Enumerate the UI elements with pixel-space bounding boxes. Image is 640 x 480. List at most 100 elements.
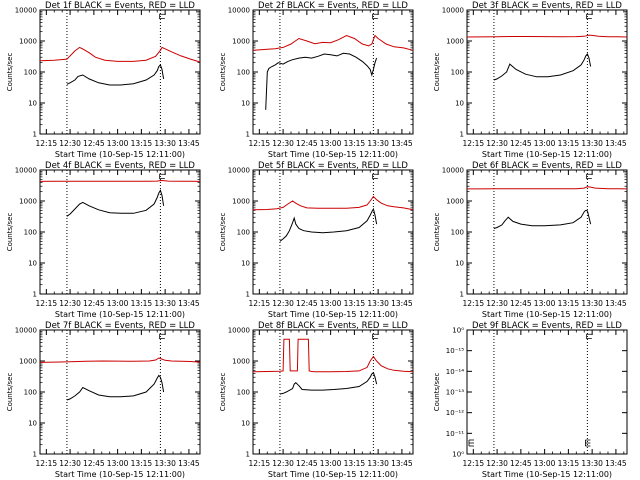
y-axis-label: Counts/sec [219,373,227,412]
y-tick-label: 1 [33,131,37,139]
series-line-events [493,209,592,229]
y-axis-label: Counts/sec [433,213,441,252]
x-tick-label: 13:30 [367,299,389,308]
y-tick-label: 10 [455,260,464,268]
flare-marker: ⊏ [371,332,379,342]
x-tick-label: 12:15 [249,299,271,308]
flare-marker: ⊏ [158,172,166,182]
x-axis-label: Start Time (10-Sep-15 12:11:00) [55,470,185,479]
chart-panel-4: Det 4f BLACK = Events, RED = LLD Counts/s… [6,161,201,319]
x-axis-label: Start Time (10-Sep-15 12:11:00) [55,310,185,319]
y-tick-label: 10000 [442,167,464,175]
y-tick-label: 1000 [19,198,37,206]
x-tick-label: 12:30 [272,299,294,308]
y-axis-label: Counts/sec [433,53,441,92]
y-tick-label: 10⁻¹³ [446,389,464,397]
y-tick-label: 10⁰ [452,451,464,459]
x-tick-label: 12:30 [59,139,81,148]
y-tick-label: 1000 [446,38,464,46]
x-tick-label: 13:30 [581,139,603,148]
y-tick-label: 100 [24,229,37,237]
y-tick-label: 1000 [446,198,464,206]
y-tick-label: 1 [460,291,464,299]
flare-marker: ⊏ [585,172,593,182]
x-tick-label: 12:30 [272,459,294,468]
y-axis-label: Counts/sec [6,373,14,412]
x-tick-label: 12:15 [463,299,485,308]
y-tick-label: 10000 [15,167,37,175]
x-tick-label: 13:30 [367,139,389,148]
chart-panel-9: Det 9f BLACK = Events, RED = LLD Counts/s… [433,321,628,479]
x-tick-label: 13:15 [344,299,366,308]
x-axis-label: Start Time (10-Sep-15 12:11:00) [268,150,398,159]
x-tick-label: 12:45 [83,139,105,148]
x-tick-label: 12:15 [249,459,271,468]
x-tick-label: 13:15 [558,139,580,148]
y-tick-label: 10 [241,420,250,428]
x-tick-label: 13:45 [605,299,627,308]
chart-panel-8: Det 8f BLACK = Events, RED = LLD Counts/s… [219,321,414,479]
x-tick-label: 12:45 [296,459,318,468]
x-tick-label: 13:45 [391,459,413,468]
x-tick-label: 13:30 [154,299,176,308]
y-tick-label: 10 [241,260,250,268]
chart-title: Det 2f BLACK = Events, RED = LLD [258,1,408,11]
x-tick-label: 12:30 [272,139,294,148]
y-tick-label: 10⁻¹¹ [446,430,464,438]
series-line-lld [39,46,201,63]
y-tick-label: 1000 [232,198,250,206]
y-tick-label: 10000 [228,167,250,175]
y-tick-label: 10 [28,420,37,428]
series-line-events [265,52,378,110]
y-tick-label: 100 [24,389,37,397]
x-axis-label: Start Time (10-Sep-15 12:11:00) [482,310,612,319]
x-tick-label: 12:30 [59,459,81,468]
series-line-events [66,63,165,86]
x-tick-label: 12:15 [249,139,271,148]
series-line-events [66,189,165,217]
x-tick-label: 13:15 [558,459,580,468]
flare-marker: ⊏ [585,332,593,342]
x-tick-label: 13:00 [320,459,342,468]
x-axis-label: Start Time (10-Sep-15 12:11:00) [482,150,612,159]
y-tick-label: 10 [455,100,464,108]
x-tick-label: 13:15 [344,459,366,468]
y-tick-label: 100 [237,69,250,77]
flare-marker: ⊏ [158,12,166,22]
chart-title: Det 4f BLACK = Events, RED = LLD [45,161,195,171]
series-line-lld [467,186,628,190]
x-tick-label: 12:45 [510,299,532,308]
x-tick-label: 12:30 [486,459,508,468]
y-tick-label: 1 [246,451,250,459]
x-tick-label: 13:45 [178,139,200,148]
chart-panel-3: Det 3f BLACK = Events, RED = LLD Counts/s… [433,1,628,159]
x-tick-label: 13:30 [367,459,389,468]
x-tick-label: 13:00 [107,299,129,308]
series-line-lld [252,338,414,373]
flare-marker: ⊏ [371,12,379,22]
x-tick-label: 13:00 [534,139,556,148]
x-tick-label: 13:00 [107,139,129,148]
chart-title: Det 1f BLACK = Events, RED = LLD [45,1,195,11]
x-tick-label: 12:45 [83,299,105,308]
series-line-lld [252,34,414,51]
series-line-events [493,53,592,81]
x-tick-label: 13:00 [107,459,129,468]
chart-panel-1: Det 1f BLACK = Events, RED = LLD Counts/s… [6,1,201,159]
series-line-lld [466,34,628,38]
x-tick-label: 13:45 [391,299,413,308]
x-tick-label: 12:45 [296,299,318,308]
y-tick-label: 100 [237,229,250,237]
x-tick-label: 13:00 [534,459,556,468]
chart-panel-7: Det 7f BLACK = Events, RED = LLD Counts/s… [6,321,201,479]
y-tick-label: 1 [246,131,250,139]
series-line-events [279,207,378,242]
chart-title: Det 6f BLACK = Events, RED = LLD [472,161,622,171]
flare-marker: ⊏ [585,12,593,22]
chart-title: Det 5f BLACK = Events, RED = LLD [258,161,408,171]
x-tick-label: 13:30 [154,139,176,148]
chart-title: Det 9f BLACK = Events, RED = LLD [472,321,622,331]
y-tick-label: 10⁻¹⁴ [446,368,464,376]
